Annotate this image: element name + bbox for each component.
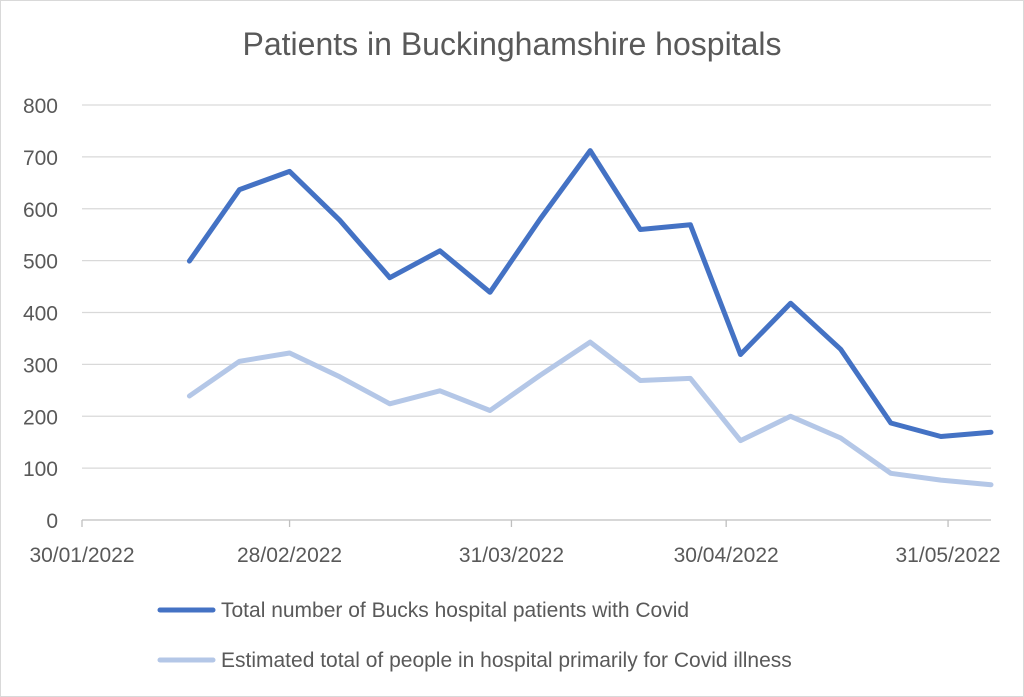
x-axis: 30/01/2022 28/02/2022 31/03/2022 30/04/2022… xyxy=(29,519,1001,567)
y-tick-label: 500 xyxy=(23,251,58,274)
legend: Total number of Bucks hospital patients … xyxy=(157,599,792,672)
x-tick-label: 31/05/2022 xyxy=(896,544,1001,567)
y-tick-label: 0 xyxy=(46,510,58,533)
legend-label: Estimated total of people in hospital pr… xyxy=(221,649,792,672)
y-tick-label: 600 xyxy=(23,199,58,222)
y-tick-label: 100 xyxy=(23,458,58,481)
y-tick-label: 800 xyxy=(23,95,58,118)
legend-label: Total number of Bucks hospital patients … xyxy=(221,599,689,622)
x-tick-label: 30/04/2022 xyxy=(674,544,779,567)
y-axis-tick-labels: 0 100 200 300 400 500 600 700 800 xyxy=(23,95,58,533)
chart-title: Patients in Buckinghamshire hospitals xyxy=(242,26,782,62)
series-lines xyxy=(186,148,994,488)
series-line-2 xyxy=(186,339,994,488)
y-tick-label: 300 xyxy=(23,354,58,377)
y-tick-label: 200 xyxy=(23,406,58,429)
y-tick-label: 400 xyxy=(23,303,58,326)
x-tick-label: 28/02/2022 xyxy=(237,544,342,567)
gridlines xyxy=(82,104,991,469)
y-tick-label: 700 xyxy=(23,147,58,170)
x-tick-label: 30/01/2022 xyxy=(29,544,134,567)
x-tick-label: 31/03/2022 xyxy=(459,544,564,567)
series-line-1 xyxy=(186,148,994,439)
